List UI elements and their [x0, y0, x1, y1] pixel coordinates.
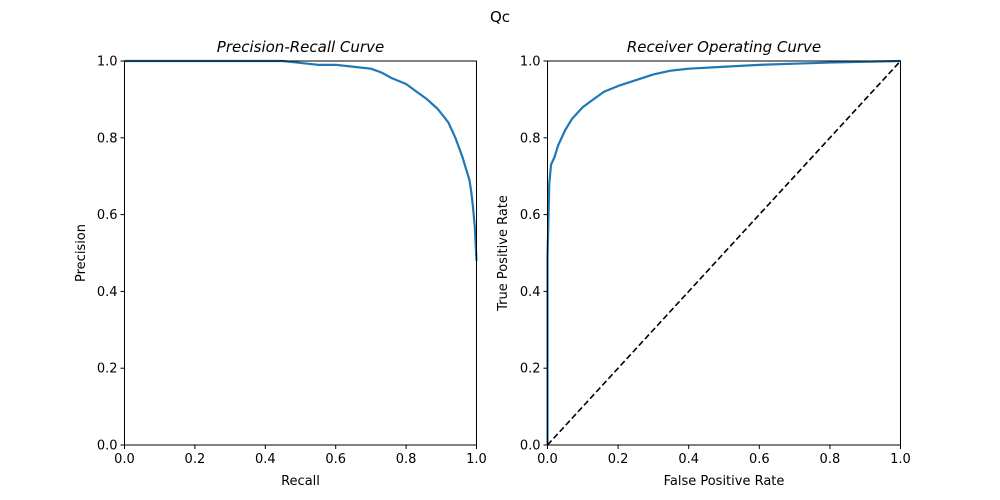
roc-curve-xtick-label: 1.0	[890, 452, 911, 467]
pr-curve-ylabel: Precision	[74, 224, 89, 282]
roc-curve-ytick-label: 0.6	[520, 208, 541, 223]
roc-curve-xtick-label: 0.8	[820, 452, 841, 467]
roc-curve-xtick-label: 0.2	[608, 452, 629, 467]
roc-curve-ytick-label: 0.2	[520, 362, 541, 377]
roc-curve-ytick-label: 0.0	[520, 439, 541, 454]
pr-curve-axes: Precision-Recall Curve Recall Precision …	[74, 38, 487, 489]
pr-curve-frame	[124, 60, 477, 446]
pr-curve-title: Precision-Recall Curve	[217, 38, 384, 56]
roc-curve-title: Receiver Operating Curve	[627, 38, 821, 56]
pr-curve-xtick-label: 0.2	[185, 452, 206, 467]
roc-curve-xtick-label: 0.4	[678, 452, 699, 467]
roc-curve-ylabel: True Positive Rate	[496, 195, 511, 312]
pr-curve-ytick-label: 1.0	[97, 55, 118, 70]
roc-curve-xtick-label: 0.6	[749, 452, 770, 467]
pr-curve-ytick-label: 0.6	[97, 208, 118, 223]
roc-curve-xlabel: False Positive Rate	[664, 474, 785, 489]
pr-curve-xtick-label: 1.0	[466, 452, 487, 467]
roc-curve-series-line	[546, 59, 901, 445]
roc-curve-xtick-label: 0.0	[537, 452, 558, 467]
roc-curve-ytick-label: 1.0	[520, 55, 541, 70]
roc-curve-ytick-label: 0.4	[520, 285, 541, 300]
pr-curve-ytick-label: 0.0	[97, 439, 118, 454]
pr-curve-xtick-label: 0.8	[396, 452, 417, 467]
roc-curve-axes: Receiver Operating Curve False Positive …	[496, 38, 911, 489]
pr-curve-xtick-label: 0.6	[325, 452, 346, 467]
roc-curve-ytick-label: 0.8	[520, 131, 541, 146]
pr-curve-xtick-label: 0.0	[114, 452, 135, 467]
roc-curve-frame	[547, 60, 901, 446]
pr-curve-xlabel: Recall	[281, 474, 320, 489]
pr-curve-xtick-label: 0.4	[255, 452, 276, 467]
pr-curve-ytick-label: 0.2	[97, 362, 118, 377]
figure-suptitle: Qc	[490, 8, 510, 26]
pr-curve-ytick-label: 0.4	[97, 285, 118, 300]
roc-curve-baseline-line	[546, 60, 902, 446]
pr-curve-ytick-label: 0.8	[97, 131, 118, 146]
